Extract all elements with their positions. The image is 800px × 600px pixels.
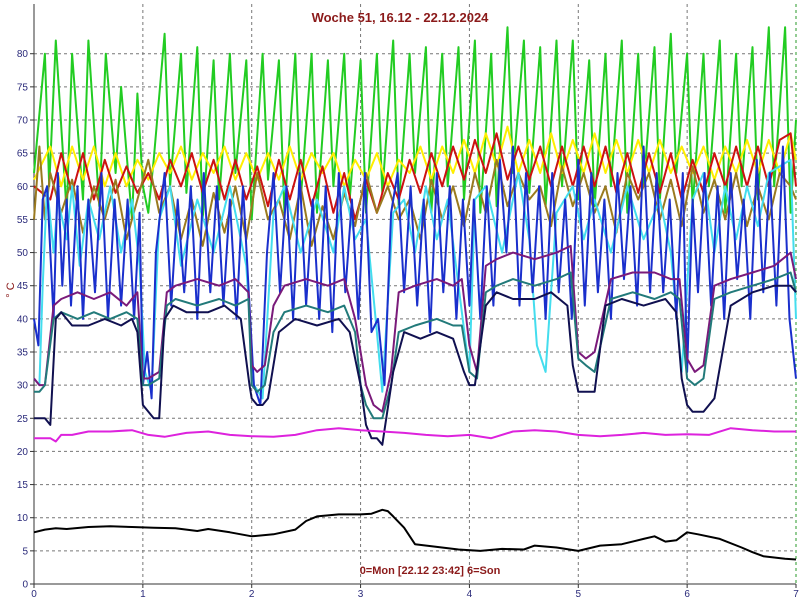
x-tick-labels: 0 1 2 3 4 5 6 7	[31, 589, 799, 600]
chart-title: Woche 51, 16.12 - 22.12.2024	[312, 10, 490, 25]
y-tick-label: 55	[17, 215, 29, 226]
y-tick-label: 25	[17, 414, 29, 425]
y-tick-label: 40	[17, 314, 29, 325]
y-tick-label: 65	[17, 149, 29, 160]
series-line-2	[33, 125, 797, 188]
y-tick-label: 80	[17, 49, 29, 60]
y-tick-label: 75	[17, 82, 29, 93]
x-tick-label: 5	[576, 589, 582, 600]
x-tick-label: 4	[467, 589, 473, 600]
y-tick-label: 60	[17, 182, 29, 193]
series-line-8	[34, 271, 797, 420]
series-line-9	[34, 284, 797, 446]
series-line-7	[33, 244, 797, 413]
series-line-11	[33, 508, 797, 561]
x-axis-label: 0=Mon [22.12 23:42] 6=Son	[360, 565, 501, 577]
y-tick-label: 35	[17, 348, 29, 359]
series-lines	[33, 26, 797, 561]
y-tick-label: 15	[17, 480, 29, 491]
x-tick-label: 6	[684, 589, 690, 600]
y-tick-labels: 0 5 10 15 20 25 30 35 40 45 50 55 60 65 70 75 80	[17, 49, 29, 590]
y-tick-label: 45	[17, 281, 29, 292]
x-tick-label: 2	[249, 589, 255, 600]
y-axis-label: ° C	[5, 282, 17, 297]
y-tick-label: 10	[17, 513, 29, 524]
y-tick-label: 20	[17, 447, 29, 458]
y-tick-label: 0	[22, 580, 28, 591]
x-tick-label: 1	[140, 589, 146, 600]
series-line-3	[33, 132, 797, 221]
series-line-6	[33, 145, 797, 406]
x-tick-label: 3	[358, 589, 364, 600]
y-tick-label: 70	[17, 116, 29, 127]
axes	[30, 4, 797, 588]
x-tick-label: 0	[31, 589, 37, 600]
y-tick-label: 30	[17, 381, 29, 392]
y-tick-label: 5	[22, 546, 28, 557]
series-line-10	[34, 427, 796, 443]
x-tick-label: 7	[793, 589, 799, 600]
y-tick-label: 50	[17, 248, 29, 259]
